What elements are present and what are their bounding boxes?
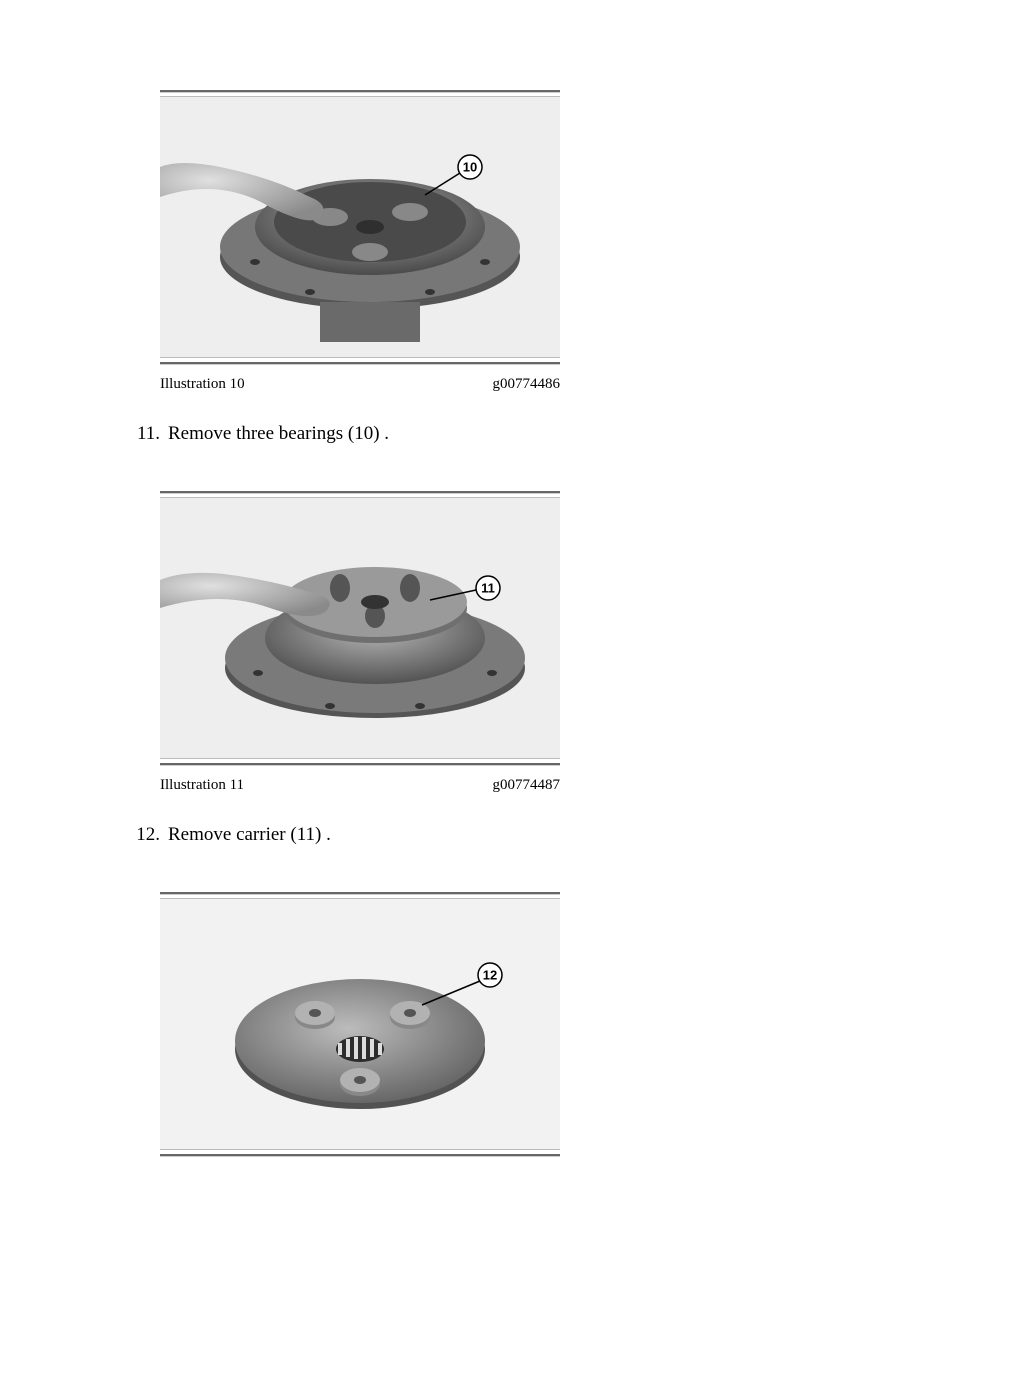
step-number: 11. <box>110 423 168 445</box>
illustration-number: Illustration 10 <box>160 376 245 393</box>
illustration-number: Illustration 11 <box>160 777 244 794</box>
figure-bottom-rule <box>160 1154 560 1156</box>
illustration-11-photo: 11 <box>160 497 560 759</box>
step-text: Remove carrier (11) . <box>168 824 924 846</box>
step-11: 11. Remove three bearings (10) . <box>110 423 924 445</box>
figure-bottom-rule <box>160 763 560 765</box>
callout-11-label: 11 <box>481 580 495 595</box>
figure-top-rule <box>160 491 560 493</box>
illustration-code: g00774487 <box>493 777 561 794</box>
figure-block-10: 10 Illustration 10 g00774486 <box>160 90 924 393</box>
figure-top-rule <box>160 90 560 92</box>
illustration-10-photo: 10 <box>160 96 560 358</box>
illustration-12-photo: 12 <box>160 898 560 1150</box>
figure-top-rule <box>160 892 560 894</box>
figure-block-11: 11 Illustration 11 g00774487 <box>160 491 924 794</box>
step-number: 12. <box>110 824 168 846</box>
callout-12-label: 12 <box>483 967 497 982</box>
illustration-code: g00774486 <box>493 376 561 393</box>
illustration-10-caption: Illustration 10 g00774486 <box>160 376 560 393</box>
step-text: Remove three bearings (10) . <box>168 423 924 445</box>
figure-block-12: 12 <box>160 892 924 1156</box>
illustration-11-caption: Illustration 11 g00774487 <box>160 777 560 794</box>
figure-bottom-rule <box>160 362 560 364</box>
page: 10 Illustration 10 g00774486 11. Remove … <box>0 0 1024 1400</box>
callout-10-label: 10 <box>463 159 477 174</box>
step-12: 12. Remove carrier (11) . <box>110 824 924 846</box>
